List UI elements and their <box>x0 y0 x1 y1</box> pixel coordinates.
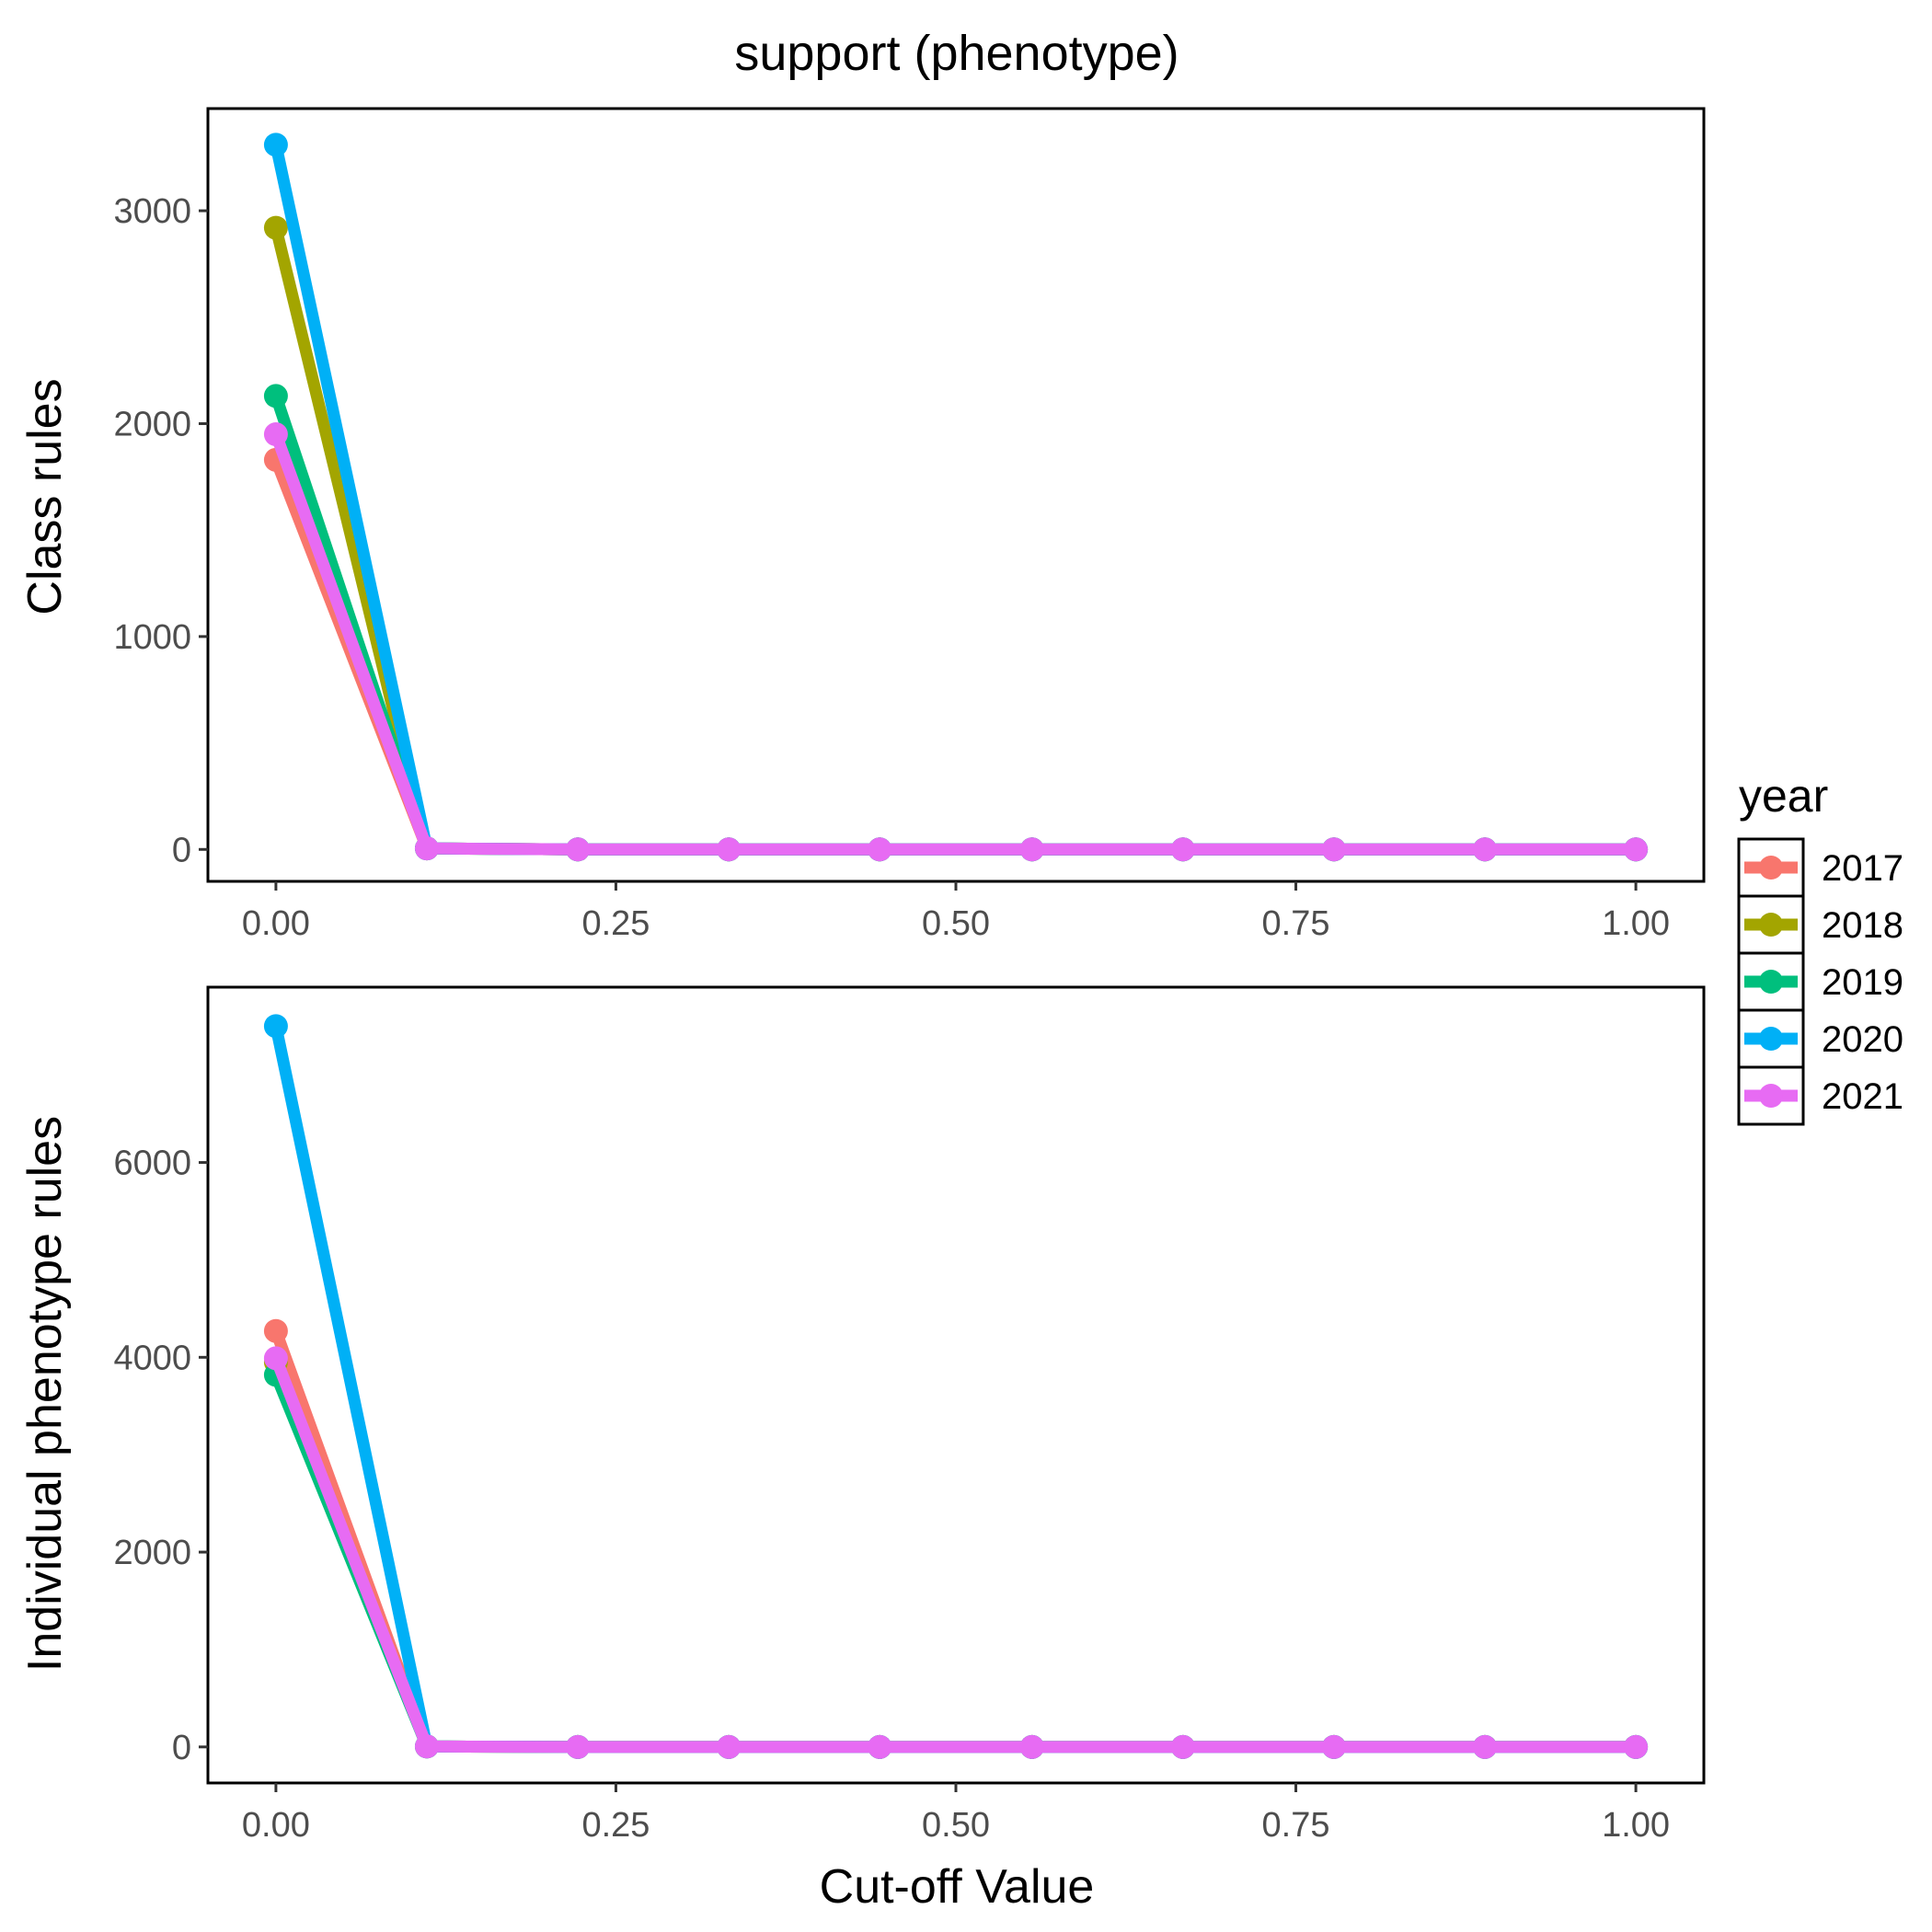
y-tick-label: 4000 <box>113 1339 191 1377</box>
y-tick-label: 2000 <box>113 1534 191 1572</box>
data-point-2021 <box>1473 837 1498 862</box>
data-point-2019 <box>263 384 288 408</box>
data-point-2021 <box>1019 837 1044 862</box>
data-point-2021 <box>1019 1734 1044 1759</box>
y-axis-title-class-rules: Class rules <box>18 378 72 615</box>
legend-label-2021: 2021 <box>1822 1076 1903 1117</box>
data-point-2021 <box>1170 1734 1195 1759</box>
y-tick-label: 0 <box>172 831 191 869</box>
y-tick-label: 0 <box>172 1729 191 1767</box>
data-point-2021 <box>1624 1734 1649 1759</box>
data-point-2021 <box>566 837 591 862</box>
panel-class-rules: Class rules 0 1000 2000 3000 0.00 0.25 0.50 0.7… <box>18 107 1706 943</box>
data-point-2020 <box>263 1014 288 1039</box>
data-point-2021 <box>263 422 288 447</box>
data-point-2021 <box>868 837 892 862</box>
legend-label-2019: 2019 <box>1822 962 1903 1003</box>
legend-key-point-2019 <box>1759 970 1783 994</box>
y-tick-label: 1000 <box>113 618 191 657</box>
x-tick-label: 0.75 <box>1262 1806 1330 1845</box>
data-point-2021 <box>868 1734 892 1759</box>
legend-title: year <box>1739 770 1828 822</box>
data-point-2021 <box>414 836 439 861</box>
y-tick-label: 3000 <box>113 192 191 231</box>
x-tick-label: 0.50 <box>922 904 990 943</box>
data-point-2021 <box>717 1734 742 1759</box>
chart-title: support (phenotype) <box>734 26 1179 81</box>
x-tick-label: 0.00 <box>242 904 310 943</box>
legend-label-2018: 2018 <box>1822 905 1903 946</box>
y-tick-label: 2000 <box>113 405 191 443</box>
x-tick-label: 0.25 <box>581 904 650 943</box>
data-point-2021 <box>1321 1734 1346 1759</box>
y-axis-title-individual-phenotype-rules: Individual phenotype rules <box>18 1116 72 1672</box>
legend-key-point-2021 <box>1759 1084 1783 1108</box>
series-line-2021 <box>270 428 1642 856</box>
legend-label-2020: 2020 <box>1822 1019 1903 1060</box>
legend-key-point-2020 <box>1759 1027 1783 1051</box>
plot-panel-border <box>206 985 1706 1785</box>
data-point-2021 <box>414 1734 439 1759</box>
data-point-2020 <box>263 132 288 157</box>
data-point-2021 <box>566 1734 591 1759</box>
legend: year 2017 2018 2019 2020 2021 <box>1737 770 1903 1126</box>
data-point-2021 <box>1170 837 1195 862</box>
series-line-2021 <box>270 1351 1642 1754</box>
panel-individual-phenotype-rules: Individual phenotype rules 0 2000 4000 6000… <box>18 985 1706 1845</box>
data-point-2021 <box>1473 1734 1498 1759</box>
plot-panel-border <box>206 107 1706 883</box>
legend-key-point-2017 <box>1759 856 1783 880</box>
x-tick-label: 0.00 <box>242 1806 310 1845</box>
data-point-2018 <box>263 215 288 240</box>
x-tick-label: 1.00 <box>1602 904 1670 943</box>
data-point-2021 <box>717 837 742 862</box>
x-tick-label: 0.25 <box>581 1806 650 1845</box>
data-point-2021 <box>1624 837 1649 862</box>
legend-key-point-2018 <box>1759 913 1783 937</box>
data-point-2021 <box>263 1346 288 1371</box>
x-tick-label: 1.00 <box>1602 1806 1670 1845</box>
x-tick-label: 0.50 <box>922 1806 990 1845</box>
data-point-2017 <box>263 1318 288 1343</box>
x-axis-title: Cut-off Value <box>820 1860 1095 1914</box>
y-tick-label: 6000 <box>113 1144 191 1183</box>
x-tick-label: 0.75 <box>1262 904 1330 943</box>
legend-label-2017: 2017 <box>1822 848 1903 889</box>
data-point-2021 <box>1321 837 1346 862</box>
